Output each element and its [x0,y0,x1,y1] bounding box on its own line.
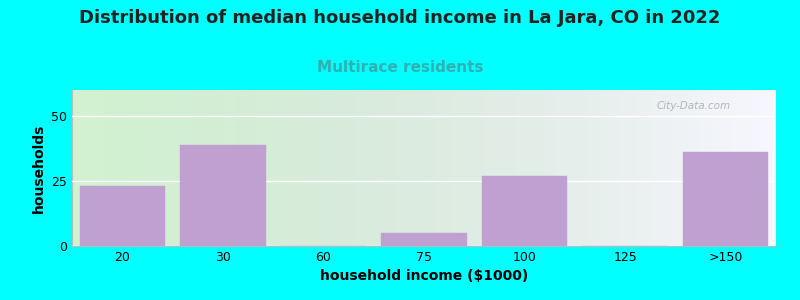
Text: Distribution of median household income in La Jara, CO in 2022: Distribution of median household income … [79,9,721,27]
Bar [79,186,165,246]
Y-axis label: households: households [31,123,46,213]
X-axis label: household income ($1000): household income ($1000) [320,269,528,284]
Bar [683,152,769,246]
Text: City-Data.com: City-Data.com [656,101,730,111]
Bar [482,176,567,246]
Bar [382,233,466,246]
Bar [180,145,266,246]
Text: Multirace residents: Multirace residents [317,60,483,75]
